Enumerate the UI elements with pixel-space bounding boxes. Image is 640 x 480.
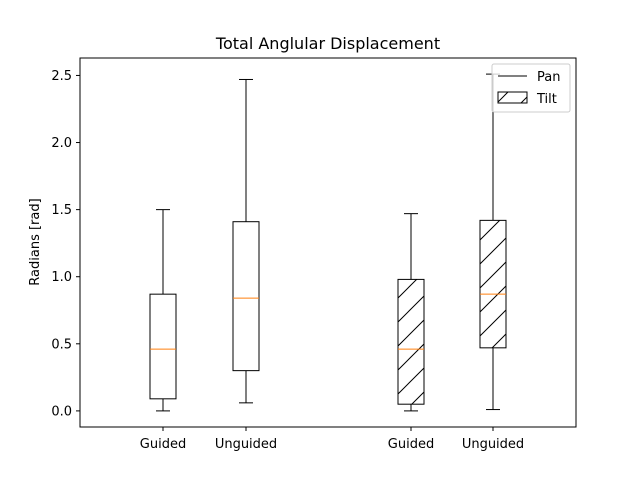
x-tick-label: Unguided: [462, 437, 524, 452]
iqr-box: [479, 219, 507, 349]
box-tilt-guided: [397, 213, 425, 412]
legend: Pan Tilt: [491, 63, 571, 113]
x-axis: Guided Unguided Guided Unguided: [140, 427, 524, 452]
y-tick-label: 2.0: [51, 136, 72, 151]
box-pan-guided: [149, 209, 177, 412]
y-tick-label: 1.0: [51, 270, 72, 285]
legend-tilt-swatch: [497, 91, 528, 104]
box-tilt-unguided: [479, 73, 507, 411]
y-tick-label: 2.5: [51, 69, 72, 84]
box-pan-unguided: [232, 78, 260, 404]
plot-area-frame: [79, 57, 577, 428]
legend-tilt-label: Tilt: [536, 92, 557, 107]
iqr-box: [397, 278, 425, 405]
y-tick-label: 1.5: [51, 203, 72, 218]
x-tick-label: Guided: [140, 437, 186, 452]
y-tick-label: 0.5: [51, 337, 72, 352]
iqr-box: [232, 221, 260, 372]
x-tick-label: Unguided: [215, 437, 277, 452]
y-axis-label: Radians [rad]: [28, 198, 43, 285]
plot-content: [149, 73, 507, 412]
x-tick-label: Guided: [388, 437, 434, 452]
y-tick-label: 0.0: [51, 404, 72, 419]
legend-pan-label: Pan: [537, 70, 560, 85]
y-axis: 0.0 0.5 1.0 1.5 2.0 2.5: [51, 69, 80, 419]
iqr-box: [149, 293, 177, 400]
chart-title: Total Anglular Displacement: [215, 34, 440, 53]
